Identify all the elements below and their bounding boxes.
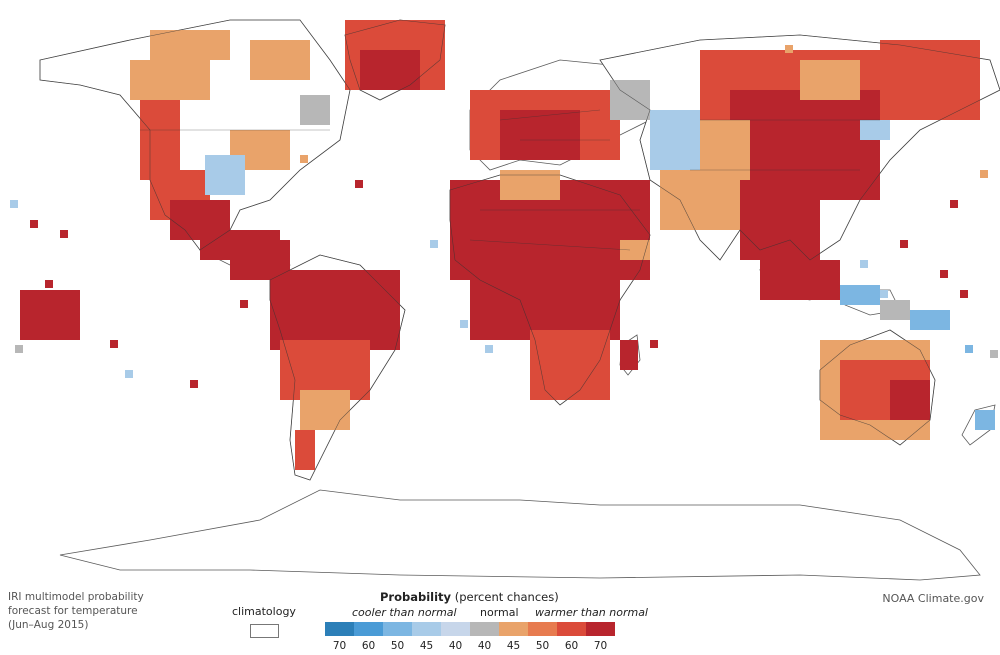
shade-cell <box>975 410 995 430</box>
world-temperature-probability-map <box>10 19 1000 581</box>
credit-text: NOAA Climate.gov <box>882 592 984 605</box>
shade-cell <box>965 345 973 353</box>
legend-swatch <box>470 622 499 636</box>
shade-cell <box>620 240 650 260</box>
shade-cell <box>300 95 330 125</box>
shade-cell <box>240 300 248 308</box>
shade-cell <box>140 100 180 180</box>
warmer-label: warmer than normal <box>535 606 648 619</box>
shade-cell <box>740 180 820 260</box>
shade-cell <box>800 60 860 100</box>
shade-cell <box>360 50 420 90</box>
shade-cell <box>40 330 48 338</box>
shade-cell <box>880 300 910 320</box>
shade-cell <box>890 380 930 420</box>
legend-tick: 50 <box>390 640 405 652</box>
shade-cell <box>125 370 133 378</box>
legend-swatch <box>557 622 586 636</box>
probability-ticks: 70 60 50 45 40 40 45 50 60 70 <box>325 640 615 652</box>
probability-shading <box>10 20 998 470</box>
probability-title-rest: (percent chances) <box>454 590 559 604</box>
legend-swatch <box>499 622 528 636</box>
shade-cell <box>60 230 68 238</box>
legend-swatch <box>441 622 470 636</box>
legend-swatch <box>528 622 557 636</box>
shade-cell <box>880 290 888 298</box>
shade-cell <box>610 80 650 120</box>
cooler-label: cooler than normal <box>352 606 457 619</box>
shade-cell <box>60 300 68 308</box>
legend-tick: 60 <box>564 640 579 652</box>
shade-cell <box>20 290 80 340</box>
shade-cell <box>355 180 363 188</box>
shade-cell <box>430 240 438 248</box>
caption-line-3: (Jun–Aug 2015) <box>8 619 89 631</box>
shade-cell <box>470 260 620 340</box>
legend-swatch <box>412 622 441 636</box>
legend-tick: 45 <box>506 640 521 652</box>
caption-line-1: IRI multimodel probability <box>8 591 144 603</box>
shade-cell <box>150 30 230 60</box>
legend-tick: 70 <box>593 640 608 652</box>
shade-cell <box>45 280 53 288</box>
shade-cell <box>980 170 988 178</box>
climatology-swatch <box>250 624 279 638</box>
shade-cell <box>840 285 880 305</box>
shade-cell <box>950 200 958 208</box>
legend-tick: 50 <box>535 640 550 652</box>
shade-cell <box>295 430 315 470</box>
shade-cell <box>760 260 840 300</box>
shade-cell <box>70 320 78 328</box>
shade-cell <box>30 220 38 228</box>
climatology-label: climatology <box>232 605 296 618</box>
probability-title: Probability (percent chances) <box>380 590 680 604</box>
legend-tick: 60 <box>361 640 376 652</box>
legend-swatch <box>586 622 615 636</box>
shade-cell <box>460 320 468 328</box>
shade-cell <box>500 170 560 200</box>
shade-cell <box>250 40 310 80</box>
shade-cell <box>110 340 118 348</box>
shade-cell <box>485 345 493 353</box>
legend-swatch <box>383 622 412 636</box>
coastline-overlay <box>39 19 1000 481</box>
shade-cell <box>190 380 198 388</box>
shade-cell <box>990 350 998 358</box>
shade-cell <box>205 155 245 195</box>
shade-cell <box>880 40 980 100</box>
shade-cell <box>130 60 210 100</box>
shade-cell <box>300 155 308 163</box>
legend-swatch <box>325 622 354 636</box>
shade-cell <box>15 345 23 353</box>
legend-tick: 45 <box>419 640 434 652</box>
shade-cell <box>530 330 610 400</box>
probability-color-bar <box>325 622 615 636</box>
shade-cell <box>940 270 948 278</box>
shade-cell <box>860 260 868 268</box>
shade-cell <box>620 340 638 370</box>
shade-cell <box>960 290 968 298</box>
shade-cell <box>910 310 950 330</box>
normal-label: normal <box>480 606 519 619</box>
shade-cell <box>860 120 890 140</box>
legend-tick: 40 <box>448 640 463 652</box>
legend-tick: 70 <box>332 640 347 652</box>
shade-cell <box>300 390 350 430</box>
shade-cell <box>900 240 908 248</box>
shade-cell <box>10 200 18 208</box>
shade-cell <box>500 110 580 160</box>
shade-cell <box>650 340 658 348</box>
legend-swatch <box>354 622 383 636</box>
shade-cell <box>330 300 390 340</box>
caption-line-2: forecast for temperature <box>8 605 138 617</box>
map-caption: IRI multimodel probability forecast for … <box>8 590 144 632</box>
legend-tick: 40 <box>477 640 492 652</box>
probability-title-bold: Probability <box>380 590 452 604</box>
shade-cell <box>785 45 793 53</box>
shade-cell <box>700 120 750 180</box>
